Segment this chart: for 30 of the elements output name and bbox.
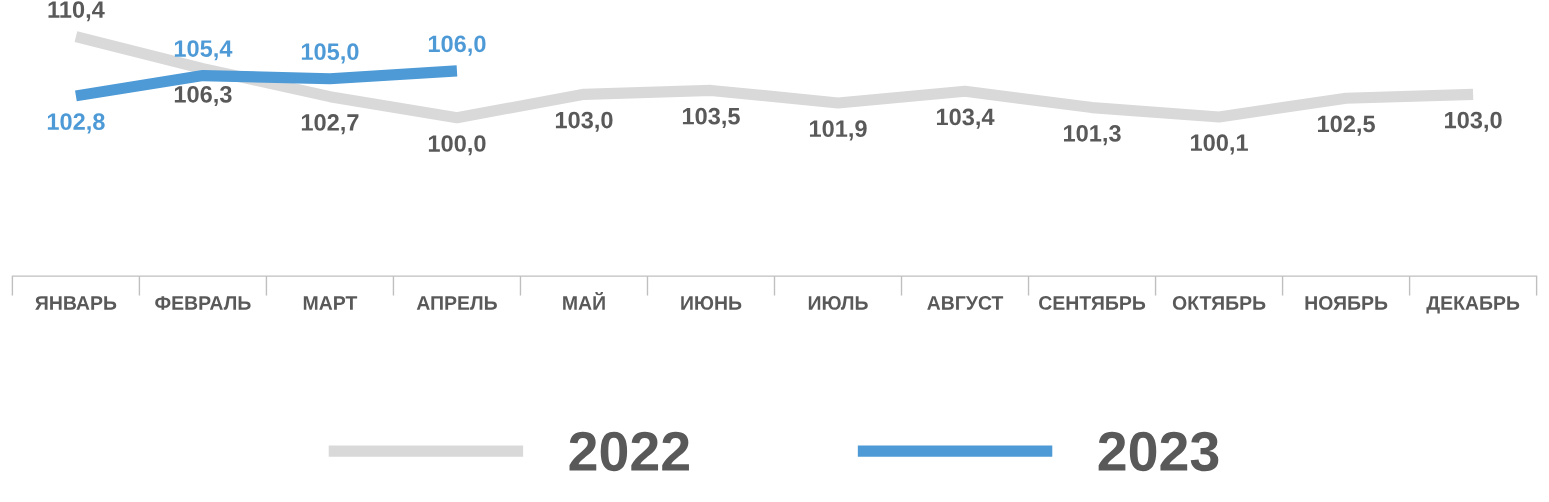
x-tick-label: ФЕВРАЛЬ <box>155 296 251 310</box>
data-label: 102,5 <box>1318 115 1375 136</box>
x-tick-label: МАРТ <box>303 296 358 310</box>
x-tick-label: ИЮНЬ <box>681 296 742 310</box>
x-tick-label: ИЮЛЬ <box>808 296 868 310</box>
x-tick-label: ОКТЯБРЬ <box>1172 296 1266 310</box>
data-label: 106,0 <box>428 35 486 56</box>
data-label: 101,9 <box>809 120 867 141</box>
data-label: 103,5 <box>682 107 740 128</box>
data-label: 105,4 <box>174 40 233 61</box>
x-tick-label: МАЙ <box>563 292 605 310</box>
data-label: 100,1 <box>1191 134 1248 155</box>
legend-label: 2022 <box>569 431 689 472</box>
x-tick-label: НОЯБРЬ <box>1305 296 1388 310</box>
data-label: 106,3 <box>174 85 232 107</box>
data-label: 110,4 <box>48 1 105 22</box>
x-tick-label: СЕНТЯБРЬ <box>1039 296 1146 310</box>
data-label: 102,7 <box>301 114 359 135</box>
data-label: 105,0 <box>301 43 359 64</box>
x-tick-label: ДЕКАБРЬ <box>1426 296 1520 314</box>
data-label: 102,8 <box>47 113 105 134</box>
x-tick-label: ЯНВАРЬ <box>35 296 117 310</box>
data-label: 103,0 <box>1445 111 1502 132</box>
data-label: 103,0 <box>555 111 613 132</box>
data-label: 100,0 <box>428 135 486 156</box>
x-tick-label: АВГУСТ <box>927 296 1004 310</box>
x-tick-label: АПРЕЛЬ <box>416 296 497 310</box>
data-label: 101,3 <box>1063 124 1121 146</box>
legend-label: 2023 <box>1098 431 1219 472</box>
data-label: 103,4 <box>936 108 995 129</box>
